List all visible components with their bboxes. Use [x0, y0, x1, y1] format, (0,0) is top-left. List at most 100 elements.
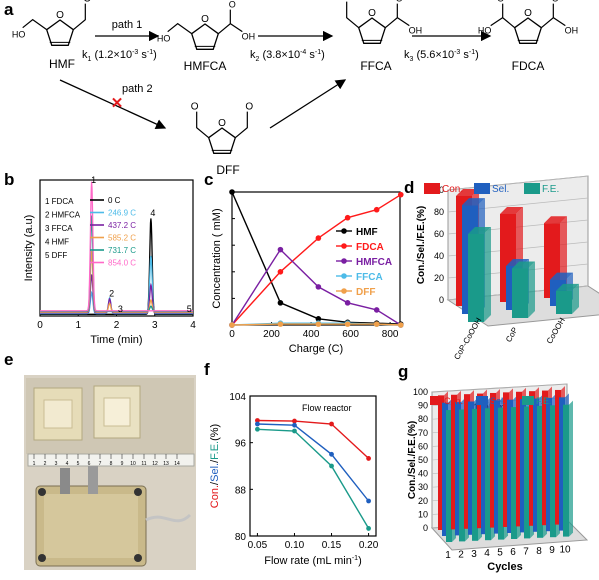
chart-b-series-line: [40, 181, 193, 312]
photo-ruler-number: 5: [77, 461, 80, 467]
chart-c-xlabel: Charge (C): [289, 343, 343, 355]
chart-d-bar-top: [512, 261, 535, 269]
chart-d-bar: [512, 268, 528, 318]
chart-d-bar-side: [528, 261, 535, 318]
label-path1: path 1: [112, 19, 143, 31]
chart-b-peak-label: 1: [91, 175, 96, 185]
chart-g-bar: [464, 394, 470, 529]
label-hmfca: HMFCA: [184, 59, 227, 73]
chart-b-legend-label: 0 C: [108, 196, 121, 205]
chart-g-category-label: 3: [471, 549, 477, 560]
chart-d-bar-top: [468, 227, 491, 234]
chart-g-bar: [468, 401, 474, 535]
chart-f-annotation: Flow reactor: [302, 403, 352, 413]
arrow-dff-to-ffca: [269, 79, 347, 129]
mol-fdca-ring-oxygen: O: [524, 8, 532, 19]
chart-f-point: [255, 418, 260, 423]
chart-g-ytick-label: 20: [418, 496, 428, 506]
chart-c-point: [373, 321, 380, 327]
photo-ruler-number: 8: [110, 461, 113, 467]
panel-letter-a: a: [4, 0, 14, 19]
chart-g-ytick-label: 40: [418, 469, 428, 479]
chart-c-point: [277, 300, 284, 306]
chart-d-bar-top: [544, 216, 567, 224]
chart-d-bar-top: [550, 272, 573, 280]
mol-hmf-left-ho: HO: [12, 30, 26, 40]
chart-g-bar: [472, 408, 478, 541]
chart-g-category-label: 4: [484, 548, 490, 559]
chart-c-legend-label: DFF: [356, 287, 375, 298]
chart-g-legend-swatch: [430, 396, 442, 405]
chart-g-ytick-label: 30: [418, 482, 428, 492]
chart-b-xlabel: Time (min): [90, 334, 142, 346]
chart-b-legend-label: 437.2 C: [108, 221, 136, 230]
chart-g-bar: [511, 407, 517, 539]
chart-g-gridline: [431, 383, 568, 393]
mol-hmf-left-chain: [22, 18, 48, 31]
chart-f-point: [329, 421, 334, 427]
mol-hmf-right-chain: [72, 3, 86, 31]
chart-g-legend-swatch: [522, 396, 534, 405]
chart-c-series-line: [231, 248, 402, 326]
mol-hmfca-ring: [190, 23, 220, 50]
mol-hmfca-ring-oxygen: O: [201, 14, 209, 25]
photo-tubing: [145, 513, 192, 523]
chart-c-concentration: 0 200 400 600 800 Charge (C) Concentration ( m…: [211, 189, 404, 355]
label-fdca: FDCA: [512, 59, 545, 73]
chart-g-ytick-label: 70: [418, 428, 428, 438]
chart-d-legend-label: Sel.: [492, 184, 509, 195]
chart-f-xlabel: Flow rate (mL min-1): [264, 555, 362, 567]
mol-ffca-ring-oxygen: O: [368, 8, 376, 19]
rate-k3: k3 (5.6×10-3 s-1): [404, 49, 479, 63]
photo-electrode-1: [60, 468, 70, 494]
chart-g-bar: [442, 402, 448, 536]
chart-g-bar: [507, 399, 513, 533]
chart-g-ytick-label: 50: [418, 455, 428, 465]
chart-g-ylabel: Con./Sel./F.E.(%): [407, 421, 418, 499]
chart-g-category-label: 5: [497, 548, 503, 559]
mol-dff-right-o: O: [245, 102, 253, 113]
photo-electrode-2: [88, 466, 98, 494]
mol-ffca-right-oh-bond: [396, 17, 410, 27]
mol-fdca-right-chain: [540, 3, 554, 29]
chart-g-bar: [516, 391, 522, 527]
chart-g-category-label: 8: [536, 546, 542, 557]
photo-reactor-window: [44, 494, 138, 558]
mol-ffca-right-oh: OH: [409, 26, 423, 36]
rate-k2: k2 (3.8×10-4 s-1): [250, 49, 325, 63]
chart-g-bar: [446, 410, 452, 542]
chart-d-bar-side: [484, 227, 491, 322]
chart-g-category-label: 6: [510, 547, 516, 558]
photo-ruler-number: 13: [163, 461, 169, 467]
label-dff: DFF: [216, 163, 239, 177]
chart-f-frame: [249, 395, 377, 537]
mol-fdca-left-oh-bond: [490, 17, 504, 27]
chart-c-legend-marker: [341, 288, 347, 294]
chart-c-point: [344, 321, 351, 327]
chart-b-peak-label: 3: [118, 304, 123, 314]
photo-ruler-number: 4: [66, 461, 69, 467]
chart-g-bar: [529, 391, 535, 526]
mol-ffca-ring: [357, 17, 387, 44]
mol-hmfca-right-oh: OH: [242, 32, 256, 42]
mol-hmfca-left-ho: HO: [157, 34, 171, 44]
photo-plate-right-window: [103, 397, 131, 427]
chart-g-bar: [455, 402, 461, 536]
chart-g-bar: [438, 395, 444, 530]
chart-g-bar: [481, 400, 487, 535]
chart-c-point: [373, 307, 380, 313]
label-ffca: FFCA: [360, 59, 391, 73]
mol-hmf-ring: [45, 19, 75, 46]
chart-f-series-line: [257, 419, 370, 459]
chart-g-bar: [485, 408, 491, 541]
mol-fdca-right-oh: OH: [565, 26, 579, 36]
chart-d-ytick-label: 40: [434, 251, 444, 261]
chart-c-point: [373, 206, 380, 213]
chart-b-xtick-label: 1: [75, 320, 81, 331]
mol-ffca-left-o: O: [341, 0, 349, 3]
chart-d-ytick-label: 60: [434, 229, 444, 239]
chart-b-xtick-label: 0: [37, 320, 43, 331]
chart-b-ylabel: Intensity (a.u): [23, 215, 35, 282]
mol-hmfca-right-chain: [217, 9, 231, 35]
